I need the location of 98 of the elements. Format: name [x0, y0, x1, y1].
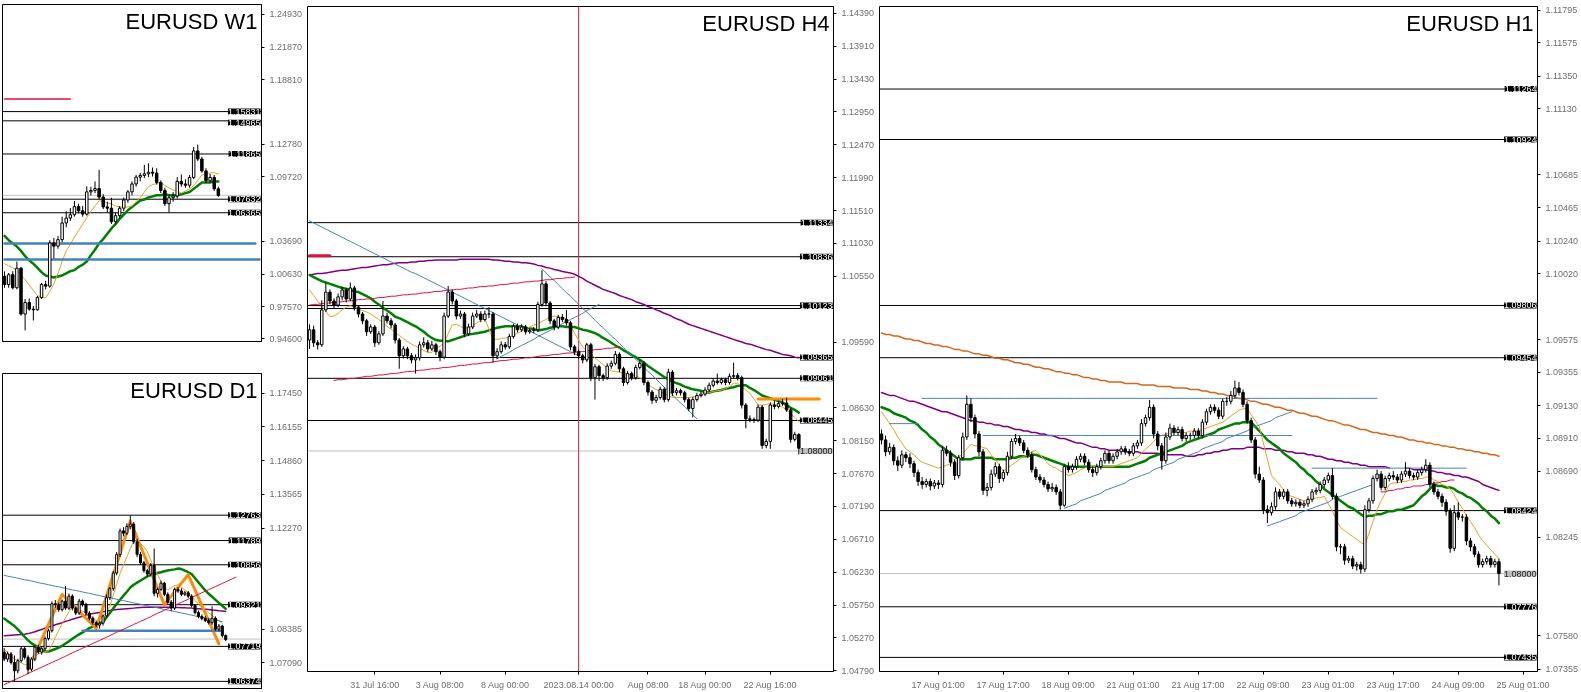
- x-tick-label: 24 Aug 09:00: [1431, 679, 1485, 690]
- x-tick-label: 25 Aug 01:00: [1496, 679, 1550, 690]
- y-tick-label: 1.13430: [841, 74, 875, 85]
- x-tick-label: 18 Aug 00:00: [678, 679, 732, 690]
- y-tick-label: 1.12470: [841, 139, 875, 150]
- x-tick-label: 8 Aug 00:00: [480, 679, 530, 690]
- x-tick-label: 22 Aug 09:00: [1236, 679, 1290, 690]
- y-tick-label: 1.10550: [841, 271, 875, 282]
- y-tick-label: 1.10685: [1545, 169, 1579, 180]
- y-tick-label: 1.11130: [1545, 103, 1577, 114]
- y-tick-label: 1.09575: [1545, 334, 1579, 345]
- ref-line-label: 1.07719: [227, 641, 261, 652]
- y-tick-label: 0.97570: [269, 301, 303, 312]
- y-tick-label: 1.11990: [841, 172, 874, 183]
- y-tick-label: 1.18810: [269, 74, 303, 85]
- y-tick-label: 1.09720: [269, 171, 303, 182]
- y-tick-label: 1.05750: [841, 600, 875, 611]
- chart-title: EURUSD W1: [125, 8, 258, 34]
- y-tick-label: 1.03690: [269, 236, 303, 247]
- chart-title: EURUSD H4: [702, 10, 830, 36]
- ref-line-label: 1.07776: [1503, 601, 1537, 612]
- ref-line-label: 1.14965: [227, 117, 261, 128]
- ref-line-label: 1.08000: [799, 445, 833, 456]
- ref-line-label: 1.15831: [227, 106, 261, 117]
- y-tick-label: 1.04790: [841, 665, 875, 676]
- y-tick-label: 1.08690: [1545, 466, 1579, 477]
- y-tick-label: 1.07580: [1545, 630, 1579, 641]
- y-tick-label: 1.07190: [841, 501, 875, 512]
- ref-line-label: 1.11264: [1504, 84, 1537, 95]
- y-tick-label: 1.08630: [841, 402, 875, 413]
- chart-title: EURUSD D1: [130, 377, 258, 403]
- y-tick-label: 1.09355: [1545, 367, 1579, 378]
- ref-line-label: 1.11334: [800, 217, 833, 228]
- ref-line-label: 1.10924: [1503, 134, 1537, 145]
- ref-line-label: 1.06365: [227, 207, 261, 218]
- y-tick-label: 0.94600: [269, 333, 303, 344]
- ref-line-label: 1.12763: [227, 510, 261, 521]
- ref-line-label: 1.08445: [799, 415, 833, 426]
- y-tick-label: 1.16155: [269, 421, 303, 432]
- x-tick-label: 2023.08.14 00:00: [543, 679, 614, 690]
- ref-line-label: 1.07632: [227, 194, 261, 205]
- y-tick-label: 1.08150: [841, 435, 875, 446]
- x-tick-label: 23 Aug 17:00: [1366, 679, 1420, 690]
- y-tick-label: 1.08385: [269, 624, 303, 635]
- y-tick-label: 1.13910: [841, 41, 875, 52]
- y-tick-label: 1.10020: [1545, 268, 1579, 279]
- x-tick-label: 22 Aug 16:00: [743, 679, 797, 690]
- ref-line-label: 1.10856: [227, 559, 261, 570]
- x-tick-label: Aug 08:00: [627, 679, 669, 690]
- y-tick-label: 1.13565: [269, 489, 303, 500]
- y-tick-label: 1.14390: [841, 8, 875, 19]
- ref-line-label: 1.09365: [799, 352, 833, 363]
- y-tick-label: 1.08910: [1545, 433, 1579, 444]
- y-tick-label: 1.14860: [269, 455, 303, 466]
- y-tick-label: 1.11030: [841, 238, 874, 249]
- y-tick-label: 1.11795: [1545, 5, 1578, 16]
- x-tick-label: 3 Aug 08:00: [415, 679, 464, 690]
- y-tick-label: 1.07355: [1545, 664, 1579, 675]
- x-tick-label: 21 Aug 17:00: [1171, 679, 1225, 690]
- x-tick-label: 17 Aug 01:00: [911, 679, 965, 690]
- ref-line-label: 1.10836: [799, 251, 833, 262]
- chart-title: EURUSD H1: [1406, 10, 1534, 36]
- y-tick-label: 1.09130: [1545, 400, 1579, 411]
- y-tick-label: 1.07670: [841, 468, 875, 479]
- y-tick-label: 1.24930: [269, 9, 303, 20]
- x-tick-label: 23 Aug 01:00: [1301, 679, 1355, 690]
- y-tick-label: 1.08245: [1545, 532, 1579, 543]
- y-tick-label: 1.06710: [841, 534, 875, 545]
- ref-line-label: 1.07435: [1503, 652, 1537, 663]
- y-tick-label: 1.09590: [841, 337, 875, 348]
- y-tick-label: 1.10465: [1545, 202, 1579, 213]
- ref-line-label: 1.09454: [1503, 352, 1537, 363]
- y-tick-label: 1.21870: [269, 42, 303, 53]
- y-tick-label: 1.11575: [1545, 37, 1578, 48]
- y-tick-label: 1.06230: [841, 567, 875, 578]
- y-tick-label: 1.05270: [841, 632, 875, 643]
- ref-line-label: 1.11865: [228, 148, 261, 159]
- ref-line-label: 1.09806: [1503, 300, 1537, 311]
- y-tick-label: 1.00630: [269, 269, 303, 280]
- ref-line-label: 1.08424: [1503, 505, 1537, 516]
- ref-line-label: 1.10123: [799, 300, 833, 311]
- x-tick-label: 18 Aug 09:00: [1041, 679, 1095, 690]
- y-tick-label: 1.12780: [269, 139, 303, 150]
- y-tick-label: 1.07090: [269, 657, 303, 668]
- ref-line-label: 1.09061: [799, 373, 833, 384]
- y-tick-label: 1.10240: [1545, 236, 1579, 247]
- ref-line-label: 1.09321: [227, 599, 261, 610]
- y-tick-label: 1.11350: [1545, 71, 1578, 82]
- y-tick-label: 1.17450: [269, 388, 303, 399]
- ref-line-label: 1.06374: [227, 676, 261, 687]
- y-tick-label: 1.11510: [841, 205, 874, 216]
- y-tick-label: 1.12950: [841, 106, 875, 117]
- x-tick-label: 17 Aug 17:00: [976, 679, 1030, 690]
- ref-line-label: 1.08000: [1503, 568, 1537, 579]
- x-tick-label: 31 Jul 16:00: [350, 679, 400, 690]
- x-tick-label: 21 Aug 01:00: [1106, 679, 1160, 690]
- y-tick-label: 1.12270: [269, 523, 303, 534]
- ref-line-label: 1.11789: [228, 535, 261, 546]
